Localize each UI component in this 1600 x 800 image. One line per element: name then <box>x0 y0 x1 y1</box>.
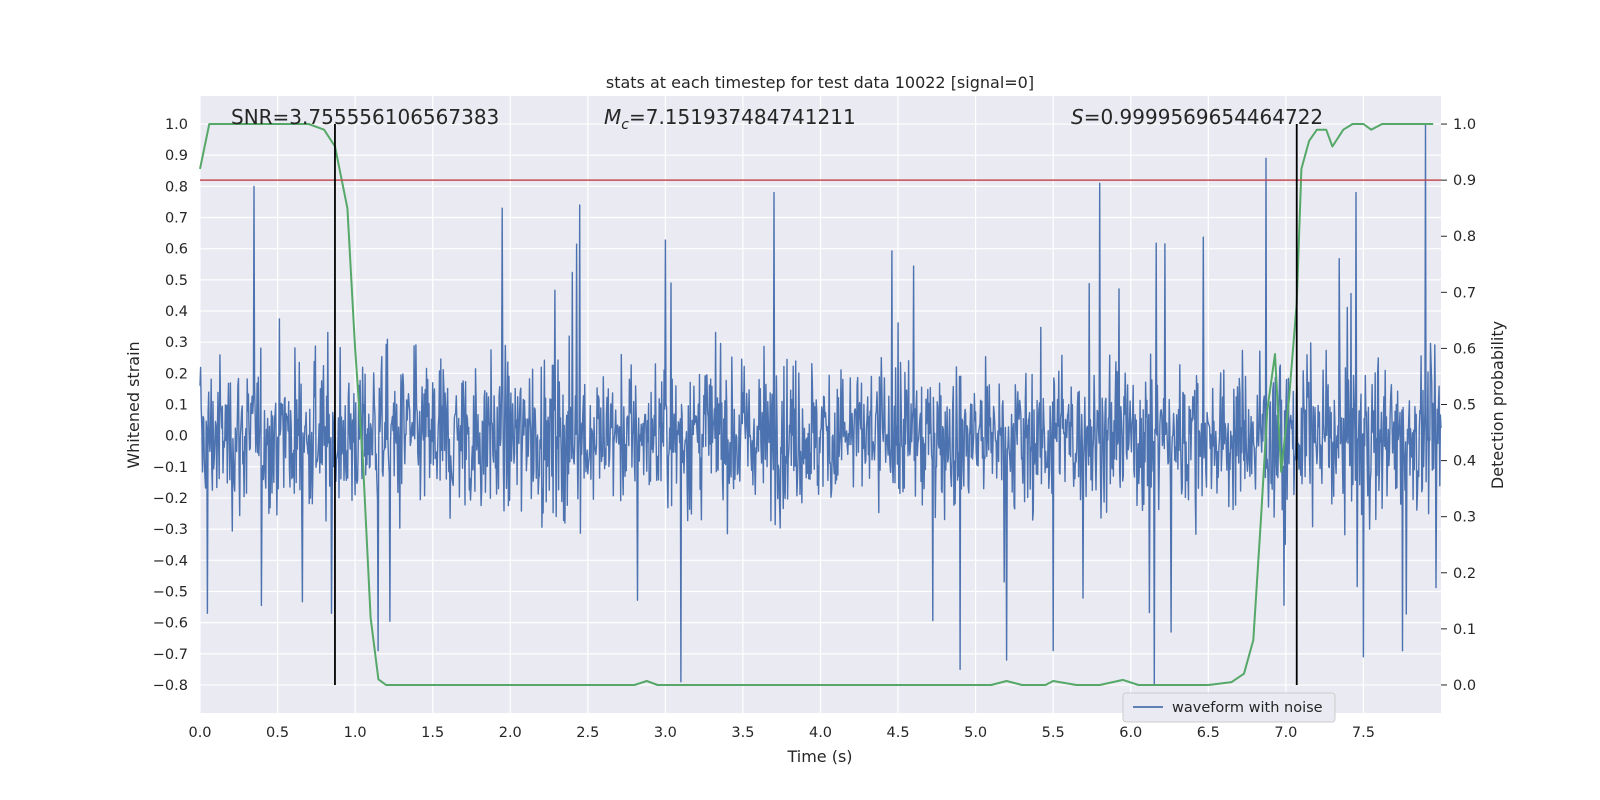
x-tick-label: 4.0 <box>809 725 832 741</box>
x-tick-label: 0.0 <box>188 725 211 741</box>
x-tick-label: 5.5 <box>1042 725 1065 741</box>
probability-line <box>199 123 1434 686</box>
y-right-tick-label: 0.8 <box>1453 229 1476 245</box>
y-left-tick-label: 0.5 <box>165 273 188 289</box>
chirp-mass-annotation: Mc=7.151937484741211 <box>604 105 856 133</box>
y-right-tick-label: 1.0 <box>1453 117 1476 133</box>
y-right-tick-label: 0.4 <box>1453 454 1476 470</box>
x-tick-label: 5.0 <box>964 725 987 741</box>
y-left-tick-label: 0.1 <box>165 398 188 414</box>
snr-annotation: SNR=3.755556106567383 <box>231 105 499 129</box>
y-left-tick-label: −0.8 <box>153 678 188 694</box>
waveform-line <box>199 123 1442 686</box>
y-axis-left-label: Whitened strain <box>124 341 143 468</box>
y-right-tick-label: 0.9 <box>1453 173 1476 189</box>
y-right-tick-label: 0.6 <box>1453 341 1476 357</box>
x-tick-label: 1.0 <box>344 725 367 741</box>
y-left-tick-label: 0.3 <box>165 335 188 351</box>
legend-box <box>1122 692 1336 723</box>
x-tick-label: 7.5 <box>1352 725 1375 741</box>
probability-series <box>199 123 1434 686</box>
y-left-tick-label: 0.9 <box>165 148 188 164</box>
y-left-tick-label: −0.3 <box>153 522 188 538</box>
y-right-tick-label: 0.5 <box>1453 398 1476 414</box>
y-left-tick-label: 0.6 <box>165 242 188 258</box>
legend-label: waveform with noise <box>1172 700 1323 716</box>
chart-title: stats at each timestep for test data 100… <box>606 73 1034 92</box>
x-tick-label: 3.0 <box>654 725 677 741</box>
x-axis-ticks: 0.0 0.5 1.0 1.5 2.0 2.5 3.0 3.5 4.0 4.5 5.0 5.5 6.0 6… <box>188 725 1375 741</box>
y-axis-right-label: Detection probability <box>1488 321 1507 489</box>
waveform-series <box>199 123 1442 686</box>
score-annotation: S=0.9999569654464722 <box>1071 105 1323 129</box>
y-right-tick-label: 0.3 <box>1453 510 1476 526</box>
x-tick-label: 0.5 <box>266 725 289 741</box>
y-left-tick-label: −0.4 <box>153 553 188 569</box>
y-left-tick-label: 0.4 <box>165 304 188 320</box>
x-tick-label: 6.5 <box>1197 725 1220 741</box>
y-left-tick-label: −0.6 <box>153 616 188 632</box>
x-tick-label: 1.5 <box>421 725 444 741</box>
y-left-tick-label: 0.8 <box>165 179 188 195</box>
y-right-tick-label: 0.2 <box>1453 566 1476 582</box>
y-right-tick-label: 0.0 <box>1453 678 1476 694</box>
y-right-tick-label: 0.7 <box>1453 285 1476 301</box>
y-axis-left-ticks: 1.0 0.9 0.8 0.7 0.6 0.5 0.4 0.3 0.2 0.1 0.0 −0.1 −0.… <box>153 117 188 694</box>
x-axis-label: Time (s) <box>786 747 852 766</box>
y-left-tick-label: 0.0 <box>165 429 188 445</box>
x-tick-label: 7.0 <box>1274 725 1297 741</box>
y-left-tick-label: −0.2 <box>153 491 188 507</box>
y-left-tick-label: −0.5 <box>153 584 188 600</box>
x-tick-label: 6.0 <box>1119 725 1142 741</box>
x-tick-label: 2.0 <box>499 725 522 741</box>
y-right-tick-label: 0.1 <box>1453 622 1476 638</box>
legend: waveform with noise <box>1122 692 1336 723</box>
x-tick-label: 4.5 <box>887 725 910 741</box>
y-left-tick-label: 0.7 <box>165 211 188 227</box>
y-left-tick-label: 1.0 <box>165 117 188 133</box>
y-left-tick-label: 0.2 <box>165 366 188 382</box>
x-tick-label: 3.5 <box>731 725 754 741</box>
reference-lines <box>200 124 1441 685</box>
x-tick-label: 2.5 <box>576 725 599 741</box>
y-left-tick-label: −0.7 <box>153 647 188 663</box>
y-axis-right-ticks: 1.0 0.9 0.8 0.7 0.6 0.5 0.4 0.3 0.2 0.1 0.0 <box>1441 117 1476 694</box>
y-left-tick-label: −0.1 <box>153 460 188 476</box>
